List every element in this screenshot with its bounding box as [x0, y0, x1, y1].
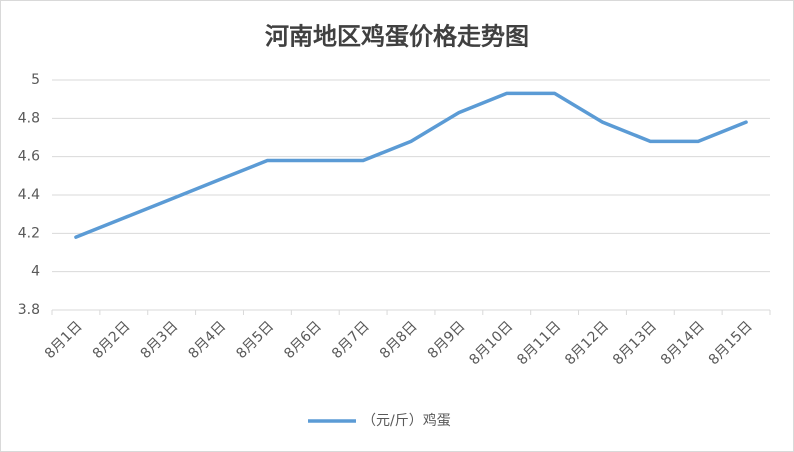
- y-tick-label: 4.4: [18, 187, 40, 203]
- chart-title: 河南地区鸡蛋价格走势图: [265, 22, 529, 51]
- y-tick-label: 4.2: [18, 225, 40, 241]
- y-tick-label: 3.8: [18, 302, 40, 318]
- y-tick-label: 4: [31, 264, 40, 280]
- y-tick-label: 4.6: [18, 149, 40, 165]
- legend-label: （元/斤）鸡蛋: [362, 412, 451, 429]
- y-tick-label: 5: [31, 72, 40, 88]
- data-line: [74, 91, 748, 239]
- y-tick-label: 4.8: [18, 110, 40, 126]
